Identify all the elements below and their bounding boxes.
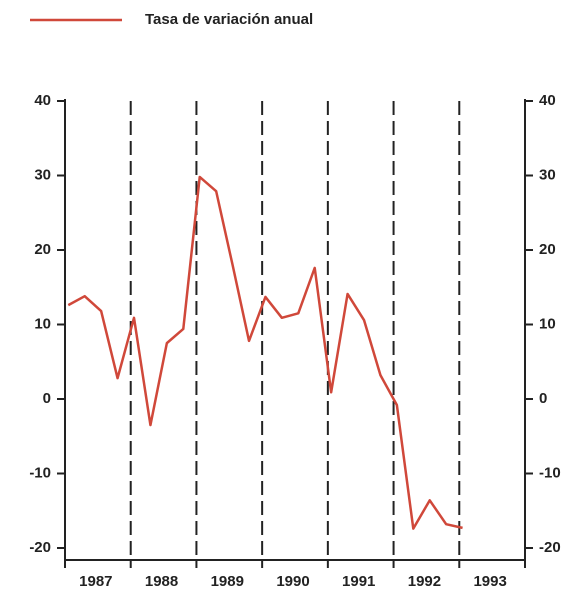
y-tick-label: -10 — [29, 464, 51, 481]
y2-tick-label: 20 — [539, 241, 556, 258]
x-tick-label: 1990 — [276, 573, 309, 590]
y2-tick-label: 10 — [539, 315, 556, 332]
y-tick-label: 40 — [34, 92, 51, 109]
x-tick-label: 1993 — [473, 573, 506, 590]
y2-tick-label: 30 — [539, 166, 556, 183]
y-tick-label: 10 — [34, 315, 51, 332]
x-tick-label: 1988 — [145, 573, 178, 590]
x-tick-label: 1991 — [342, 573, 375, 590]
y2-tick-label: 40 — [539, 92, 556, 109]
series-line — [67, 175, 463, 530]
y2-tick-label: 0 — [539, 390, 547, 407]
x-tick-label: 1992 — [408, 573, 441, 590]
legend-label: Tasa de variación anual — [145, 11, 313, 28]
y-tick-label: 0 — [43, 390, 51, 407]
y-tick-label: 30 — [34, 166, 51, 183]
y2-tick-label: -10 — [539, 464, 561, 481]
y-tick-label: 20 — [34, 241, 51, 258]
x-tick-label: 1987 — [79, 573, 112, 590]
x-tick-label: 1989 — [211, 573, 244, 590]
y2-tick-label: -20 — [539, 539, 561, 556]
y-tick-label: -20 — [29, 539, 51, 556]
